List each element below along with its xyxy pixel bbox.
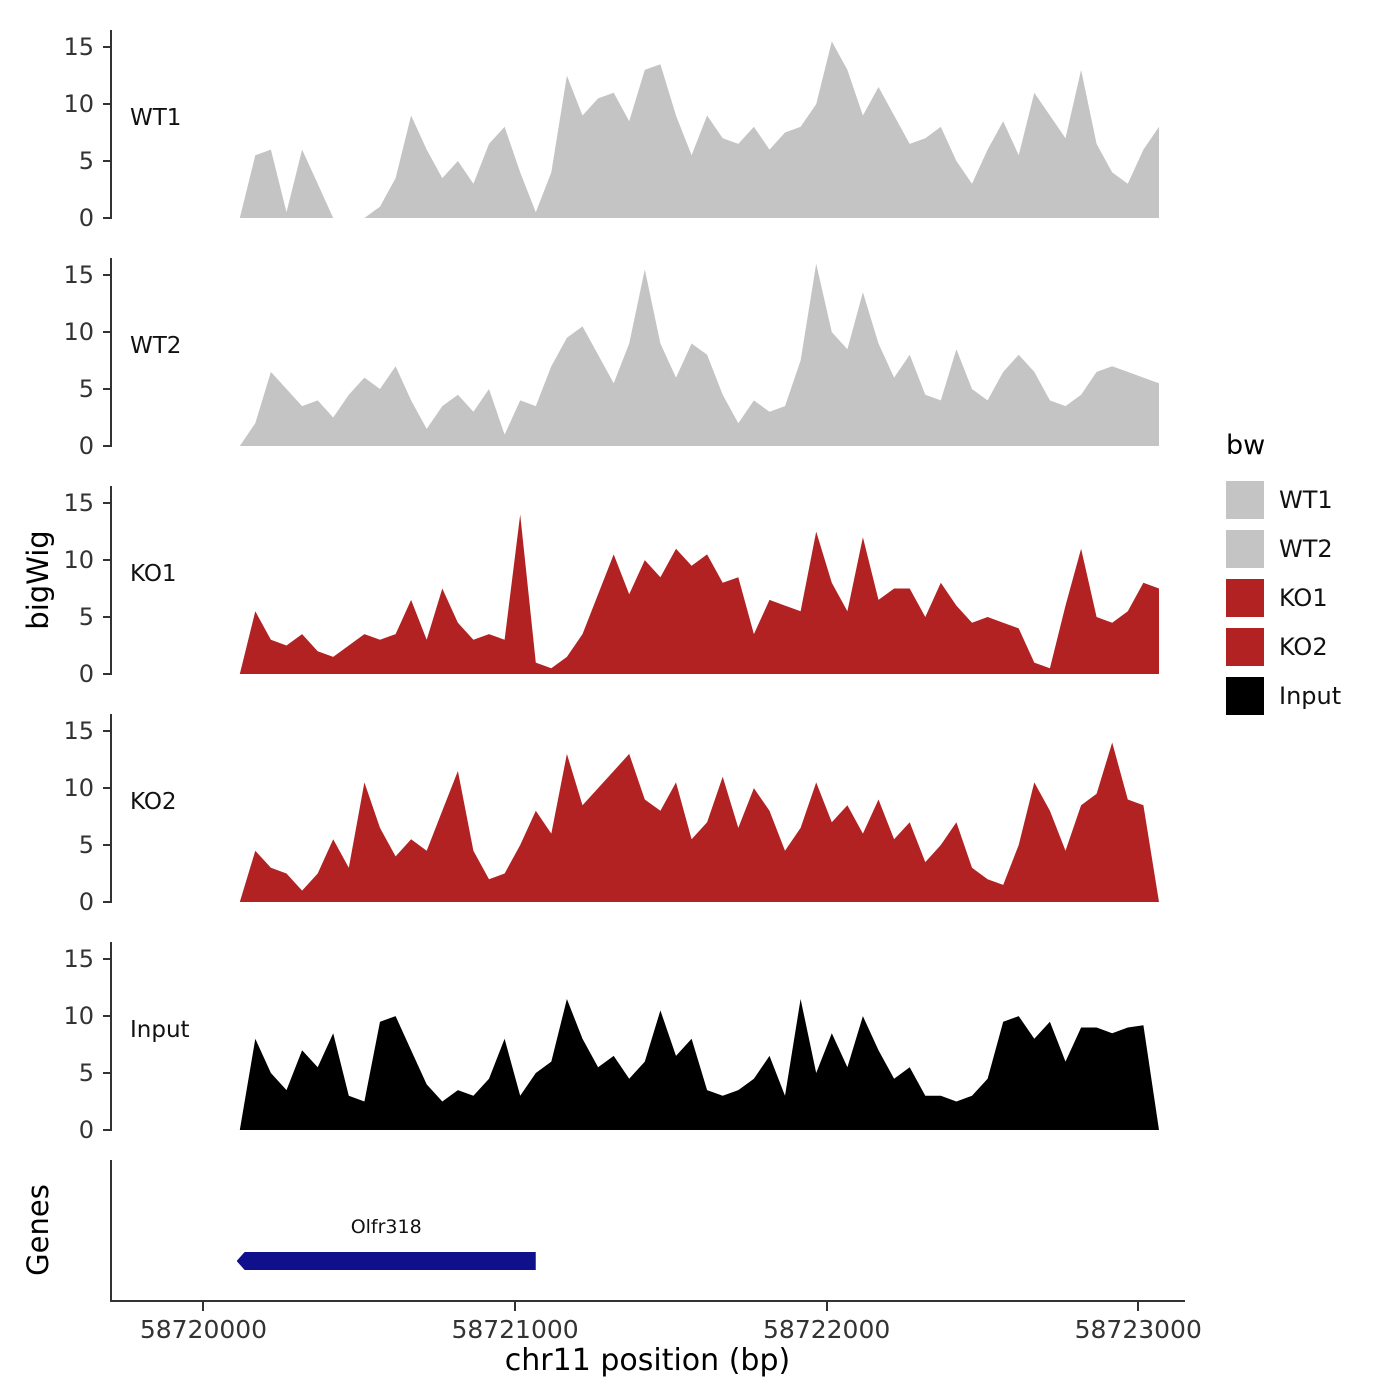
y-tick-label: 5 xyxy=(78,603,94,632)
y-axis: 15 10 5 0 xyxy=(34,714,112,914)
track-panel-ko1: 15 10 5 0 KO1 xyxy=(63,486,1187,686)
y-tick-mark xyxy=(103,46,112,49)
y-tick-label: 15 xyxy=(63,261,94,290)
area-chart-ko2 xyxy=(239,742,1160,902)
legend-title: bw xyxy=(1226,430,1266,461)
y-tick-label: 15 xyxy=(63,945,94,974)
x-axis-title: chr11 position (bp) xyxy=(504,1343,791,1378)
legend-label: KO2 xyxy=(1279,632,1328,661)
y-tick-label: 10 xyxy=(63,90,94,119)
area-path xyxy=(239,263,1160,446)
track-label-ko1: KO1 xyxy=(130,561,177,588)
y-tick-mark xyxy=(103,217,112,219)
y-tick-mark xyxy=(103,1015,112,1018)
y-tick-label: 15 xyxy=(63,717,94,746)
y-tick-label: 15 xyxy=(63,489,94,518)
legend: bw WT1 WT2 KO1 KO2 Input xyxy=(1226,430,1396,720)
y-tick-label: 0 xyxy=(78,432,94,460)
legend-entry: Input xyxy=(1226,671,1396,720)
y-tick-mark xyxy=(103,274,112,277)
y-axis: 15 10 5 0 xyxy=(34,258,112,458)
y-tick-mark xyxy=(103,787,112,790)
area-chart-wt1 xyxy=(239,41,1159,218)
y-tick-label: 5 xyxy=(78,147,94,176)
track-panel-wt1: 15 10 5 0 WT1 xyxy=(63,30,1187,230)
legend-swatch xyxy=(1226,676,1264,715)
track-panel-ko2: 15 10 5 0 KO2 xyxy=(63,714,1187,914)
legend-label: KO1 xyxy=(1279,583,1328,612)
track-label-ko2: KO2 xyxy=(130,789,177,816)
gene-body-bar xyxy=(236,1252,536,1270)
legend-label: WT2 xyxy=(1279,534,1333,563)
y-axis: 15 10 5 0 xyxy=(34,30,112,230)
area-path xyxy=(239,41,1159,218)
area-chart-wt2 xyxy=(239,263,1160,446)
y-tick-label: 10 xyxy=(63,774,94,803)
y-tick-mark xyxy=(103,1072,112,1075)
area-path xyxy=(239,742,1160,902)
legend-swatch xyxy=(1226,578,1264,617)
y-axis: 15 10 5 0 xyxy=(34,486,112,686)
y-tick-mark xyxy=(103,103,112,106)
y-tick-label: 0 xyxy=(78,888,94,916)
genes-panel: Olfr318 xyxy=(110,1160,1187,1300)
x-tick-label: 58722000 xyxy=(763,1315,891,1344)
y-tick-label: 10 xyxy=(63,318,94,347)
y-tick-mark xyxy=(103,901,112,903)
y-tick-label: 0 xyxy=(78,204,94,232)
legend-swatch xyxy=(1226,529,1264,568)
x-tick-label: 58721000 xyxy=(451,1315,579,1344)
genes-axis-title: Genes xyxy=(21,1184,55,1276)
track-panel-wt2: 15 10 5 0 WT2 xyxy=(63,258,1187,458)
y-tick-mark xyxy=(103,160,112,163)
y-tick-label: 5 xyxy=(78,375,94,404)
y-tick-mark xyxy=(103,559,112,562)
x-tick-mark xyxy=(202,1302,205,1311)
y-tick-mark xyxy=(103,502,112,505)
x-tick-label: 58720000 xyxy=(139,1315,268,1344)
area-chart-input xyxy=(239,999,1160,1130)
y-tick-label: 10 xyxy=(63,1002,94,1031)
area-path xyxy=(239,514,1160,674)
track-panel-input: 15 10 5 0 Input xyxy=(63,942,1187,1142)
area-path xyxy=(239,999,1160,1130)
y-tick-mark xyxy=(103,616,112,619)
y-tick-mark xyxy=(103,388,112,391)
x-tick-mark xyxy=(1137,1302,1140,1311)
y-tick-mark xyxy=(103,445,112,447)
y-tick-mark xyxy=(103,673,112,675)
area-chart-ko1 xyxy=(239,514,1160,674)
x-tick-mark xyxy=(825,1302,828,1311)
legend-entry: WT2 xyxy=(1226,524,1396,573)
x-tick-mark xyxy=(514,1302,517,1311)
y-tick-mark xyxy=(103,844,112,847)
y-tick-mark xyxy=(103,730,112,733)
x-tick-label: 58723000 xyxy=(1074,1315,1202,1344)
legend-label: Input xyxy=(1279,681,1342,710)
gene-name-label: Olfr318 xyxy=(350,1216,422,1238)
track-label-wt1: WT1 xyxy=(130,105,182,132)
y-tick-label: 5 xyxy=(78,1059,94,1088)
legend-entries: WT1 WT2 KO1 KO2 Input xyxy=(1226,475,1396,720)
y-tick-label: 5 xyxy=(78,831,94,860)
y-tick-label: 15 xyxy=(63,33,94,62)
legend-entry: KO1 xyxy=(1226,573,1396,622)
x-axis-line: 58720000 58721000 58722000 58723000 xyxy=(110,1300,1202,1344)
legend-swatch xyxy=(1226,627,1264,666)
y-tick-mark xyxy=(103,1129,112,1131)
legend-entry: WT1 xyxy=(1226,475,1396,524)
y-tick-label: 10 xyxy=(63,546,94,575)
y-tick-mark xyxy=(103,958,112,961)
y-tick-label: 0 xyxy=(78,1116,94,1144)
y-tick-label: 0 xyxy=(78,660,94,688)
y-axis: 15 10 5 0 xyxy=(34,942,112,1142)
track-label-input: Input xyxy=(130,1017,190,1044)
y-tick-mark xyxy=(103,331,112,334)
legend-entry: KO2 xyxy=(1226,622,1396,671)
legend-swatch xyxy=(1226,480,1264,519)
track-label-wt2: WT2 xyxy=(130,333,182,360)
legend-label: WT1 xyxy=(1279,485,1333,514)
